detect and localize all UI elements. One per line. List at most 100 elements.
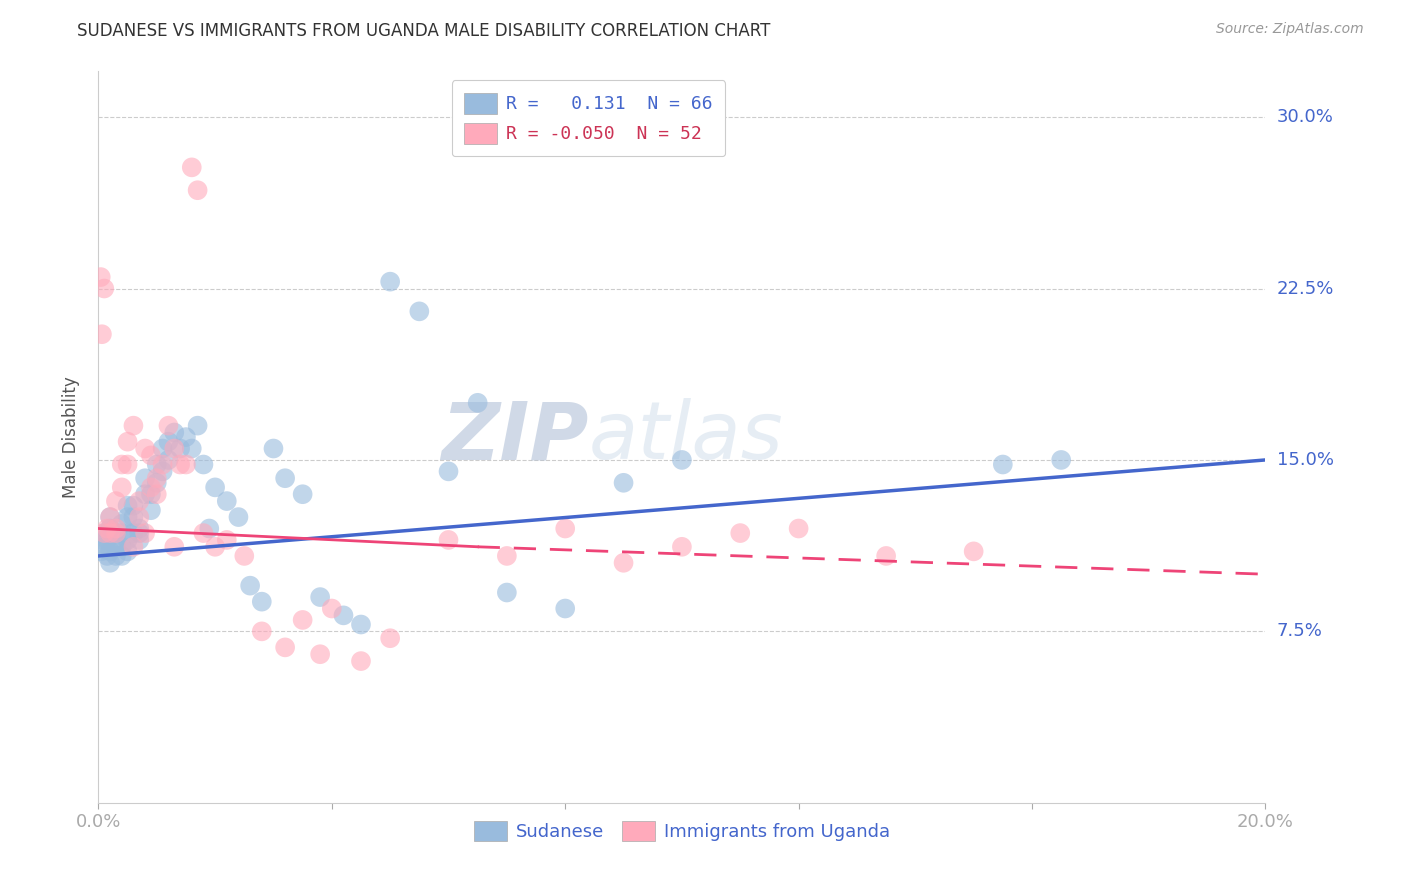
Point <box>671 540 693 554</box>
Point <box>146 475 169 490</box>
Text: SUDANESE VS IMMIGRANTS FROM UGANDA MALE DISABILITY CORRELATION CHART: SUDANESE VS IMMIGRANTS FROM UGANDA MALE … <box>77 22 770 40</box>
Point <box>128 521 150 535</box>
Point <box>309 590 332 604</box>
Point <box>146 471 169 485</box>
Point <box>98 510 121 524</box>
Point <box>134 471 156 485</box>
Point <box>380 632 402 646</box>
Point <box>111 549 134 563</box>
Point <box>215 494 238 508</box>
Point <box>437 533 460 547</box>
Point <box>111 516 134 531</box>
Point <box>139 487 162 501</box>
Point <box>157 418 180 433</box>
Point <box>96 549 118 563</box>
Point <box>228 510 250 524</box>
Text: 15.0%: 15.0% <box>1277 451 1333 469</box>
Point <box>193 458 215 472</box>
Point <box>93 526 115 541</box>
Point <box>122 526 145 541</box>
Point <box>134 526 156 541</box>
Point <box>180 161 202 175</box>
Point <box>204 480 226 494</box>
Point <box>104 494 127 508</box>
Point <box>554 601 576 615</box>
Point <box>96 521 118 535</box>
Point <box>117 544 139 558</box>
Point <box>274 640 297 655</box>
Point <box>239 579 262 593</box>
Point <box>104 526 127 541</box>
Point <box>146 458 169 472</box>
Point <box>291 487 314 501</box>
Point <box>104 549 127 563</box>
Point <box>1050 453 1073 467</box>
Point <box>90 327 112 342</box>
Point <box>93 281 115 295</box>
Point <box>111 540 134 554</box>
Point <box>437 464 460 478</box>
Point <box>146 487 169 501</box>
Point <box>496 549 519 563</box>
Point <box>174 458 197 472</box>
Point <box>111 458 134 472</box>
Legend: Sudanese, Immigrants from Uganda: Sudanese, Immigrants from Uganda <box>467 814 897 848</box>
Point <box>122 540 145 554</box>
Point <box>467 396 489 410</box>
Point <box>122 499 145 513</box>
Point <box>157 434 180 449</box>
Point <box>991 458 1014 472</box>
Point <box>309 647 332 661</box>
Point <box>250 624 273 639</box>
Point <box>215 533 238 547</box>
Point <box>152 442 174 456</box>
Point <box>128 510 150 524</box>
Point <box>193 526 215 541</box>
Point <box>128 533 150 547</box>
Point <box>117 533 139 547</box>
Point <box>408 304 430 318</box>
Point <box>139 480 162 494</box>
Point <box>90 544 112 558</box>
Point <box>163 425 186 440</box>
Point <box>291 613 314 627</box>
Point <box>962 544 984 558</box>
Text: 30.0%: 30.0% <box>1277 108 1333 126</box>
Point <box>117 434 139 449</box>
Point <box>98 510 121 524</box>
Point <box>96 533 118 547</box>
Point <box>104 521 127 535</box>
Point <box>111 526 134 541</box>
Point <box>496 585 519 599</box>
Point <box>554 521 576 535</box>
Point <box>128 526 150 541</box>
Point <box>274 471 297 485</box>
Point <box>98 544 121 558</box>
Point <box>198 521 221 535</box>
Point <box>98 556 121 570</box>
Point <box>187 418 209 433</box>
Point <box>204 540 226 554</box>
Point <box>117 458 139 472</box>
Point <box>321 601 343 615</box>
Text: 22.5%: 22.5% <box>1277 279 1334 298</box>
Point <box>98 526 121 541</box>
Point <box>671 453 693 467</box>
Point <box>152 458 174 472</box>
Point <box>169 458 191 472</box>
Point <box>91 533 114 547</box>
Y-axis label: Male Disability: Male Disability <box>62 376 80 498</box>
Text: Source: ZipAtlas.com: Source: ZipAtlas.com <box>1216 22 1364 37</box>
Point <box>174 430 197 444</box>
Point <box>157 453 180 467</box>
Point <box>787 521 810 535</box>
Point <box>104 540 127 554</box>
Point <box>350 654 373 668</box>
Point <box>93 540 115 554</box>
Point <box>93 526 115 541</box>
Point <box>180 442 202 456</box>
Text: ZIP: ZIP <box>441 398 589 476</box>
Point <box>169 442 191 456</box>
Point <box>163 442 186 456</box>
Point <box>730 526 752 541</box>
